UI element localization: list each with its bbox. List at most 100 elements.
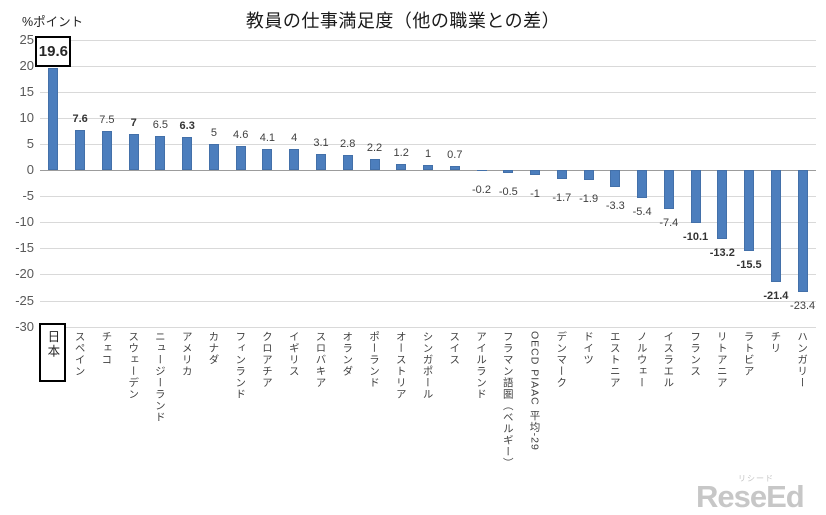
bar-value-label: -0.5 — [498, 185, 518, 198]
bar-value-label: 4 — [291, 132, 298, 145]
y-tick-label: 10 — [19, 109, 34, 125]
bar-value-label: -23.4 — [790, 300, 816, 313]
x-category-label: ニュージーランド — [153, 331, 166, 423]
x-category-label: ポーランド — [368, 331, 380, 389]
bar-value-label: -15.5 — [736, 258, 762, 271]
bar-value-label: -10.1 — [683, 230, 709, 243]
x-category-label: スペイン — [73, 331, 86, 377]
bar-value-label: 2.2 — [366, 141, 383, 154]
bar-value-label: 1 — [424, 147, 432, 160]
bar — [556, 170, 567, 179]
japan-value-box: 19.6 — [35, 35, 72, 67]
bar-value-label: -0.2 — [472, 184, 491, 196]
bar-value-label: 4.6 — [233, 129, 249, 141]
x-category-label: アメリカ — [180, 331, 193, 377]
gridline — [40, 326, 816, 328]
gridline — [40, 248, 816, 250]
bar-value-label: -7.4 — [659, 216, 679, 229]
bar — [342, 155, 353, 170]
bar-value-label: 7.5 — [99, 113, 115, 126]
bar — [289, 149, 300, 170]
x-category-label: ハンガリー — [796, 331, 809, 389]
x-category-label: チェコ — [100, 331, 113, 366]
x-category-label: カナダ — [207, 331, 220, 366]
x-category-label: オランダ — [341, 331, 354, 377]
watermark-ruby-text: リシード — [738, 474, 774, 483]
bar — [316, 153, 326, 170]
bar — [610, 170, 621, 188]
x-category-label: クロアチア — [260, 331, 273, 389]
gridline — [40, 65, 816, 67]
y-tick-label: -20 — [15, 266, 34, 282]
gridline — [40, 143, 816, 145]
x-category-label: チリ — [769, 331, 782, 354]
x-category-label: フィンランド — [234, 331, 247, 400]
bar — [797, 170, 808, 293]
x-category-label: OECD PIAAC 平均-29 — [528, 331, 541, 451]
bar — [637, 170, 648, 199]
chart-title: 教員の仕事満足度（他の職業との差） — [245, 11, 561, 31]
x-category-label: フラマン語圏（ベルギー） — [501, 331, 514, 469]
japan-category-box: 日本 — [39, 323, 67, 382]
x-category-label: フランス — [689, 331, 702, 377]
bar-value-label: -13.2 — [709, 246, 735, 259]
bar — [423, 164, 433, 170]
x-category-label: シンガポール — [421, 331, 434, 400]
bar — [449, 166, 460, 170]
bar — [48, 67, 59, 170]
bar — [744, 170, 755, 251]
y-tick-label: -25 — [15, 292, 34, 308]
bar-value-label: -1 — [530, 188, 540, 201]
y-axis-unit-label: %ポイント — [22, 15, 84, 29]
zero-axis-line — [40, 170, 816, 171]
bar-value-label: -21.4 — [763, 289, 789, 302]
gridline — [40, 39, 816, 41]
bar-value-label: 3.1 — [313, 136, 329, 149]
bar — [530, 170, 540, 176]
bar — [75, 130, 86, 170]
bar — [663, 170, 674, 209]
bar — [503, 170, 514, 173]
bar — [770, 170, 781, 282]
bar — [208, 143, 219, 170]
x-category-label: ラトビア — [742, 331, 755, 377]
x-category-label: ノルウェー — [635, 331, 648, 389]
gridline — [40, 91, 816, 93]
y-tick-label: 25 — [19, 31, 34, 47]
y-tick-label: -5 — [22, 188, 34, 204]
x-category-label: スウェーデン — [127, 331, 140, 400]
bar-value-label: 2.8 — [340, 138, 356, 151]
bar-value-label: 1.2 — [393, 146, 409, 159]
bar-value-label: 7.6 — [72, 113, 88, 126]
bar — [182, 137, 193, 170]
bar — [369, 158, 380, 170]
gridline — [40, 222, 816, 224]
gridline — [40, 274, 816, 276]
bar-value-label: 4.1 — [259, 131, 276, 144]
bar-value-label: -1.9 — [579, 192, 599, 205]
gridline — [40, 117, 816, 119]
y-tick-label: 20 — [19, 57, 34, 73]
bar-value-label: -3.3 — [605, 200, 625, 213]
bar-value-label: 6.5 — [152, 119, 169, 132]
x-category-label: オーストリア — [394, 331, 407, 400]
bar — [101, 130, 112, 170]
x-category-label: 日本 — [45, 330, 60, 359]
bar-value-label: -1.7 — [552, 191, 572, 204]
bar-value-label: 7 — [130, 116, 137, 129]
x-category-label: アイルランド — [475, 331, 487, 400]
bar — [583, 170, 594, 180]
x-category-label: イギリス — [287, 331, 300, 377]
x-category-label: ドイツ — [582, 331, 595, 366]
bar-value-label: 0.7 — [447, 149, 463, 162]
bar — [476, 170, 487, 171]
y-tick-label: -30 — [15, 318, 34, 334]
bar-value-label: -5.4 — [632, 206, 652, 219]
bar — [235, 146, 246, 170]
bar — [396, 163, 407, 170]
bar — [690, 170, 701, 223]
watermark-logo-text: ReseEd — [696, 479, 805, 514]
bar — [262, 148, 273, 170]
x-category-label: エストニア — [608, 331, 621, 389]
gridline — [40, 300, 816, 302]
